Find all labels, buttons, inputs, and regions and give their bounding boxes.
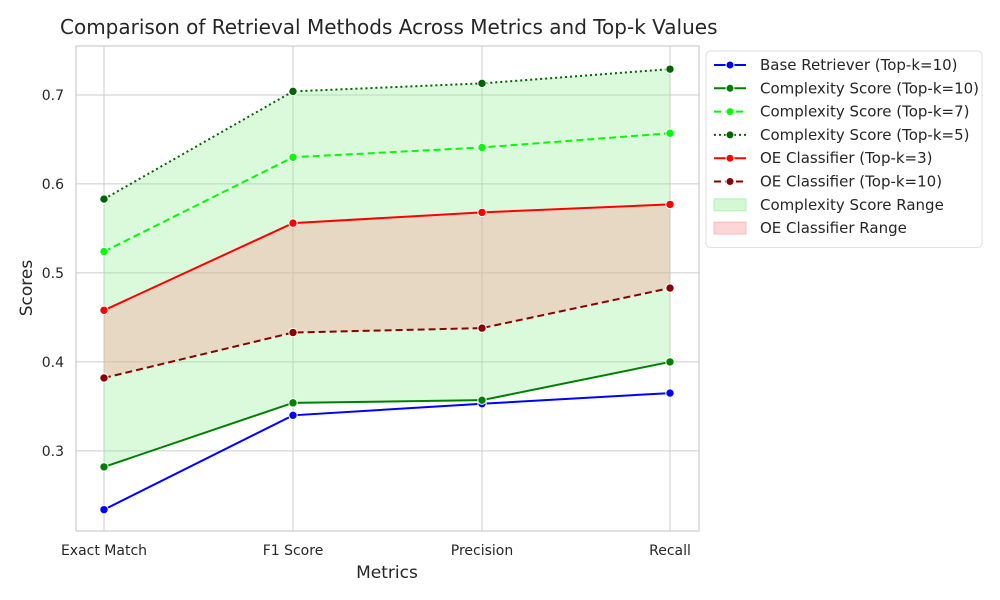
range-fills	[104, 69, 670, 467]
data-point	[288, 410, 298, 421]
range-fill	[104, 204, 670, 378]
data-point	[99, 246, 109, 257]
chart-title: Comparison of Retrieval Methods Across M…	[60, 15, 718, 39]
legend-marker-swatch	[725, 60, 735, 70]
data-point	[288, 398, 298, 408]
series-line	[103, 360, 671, 468]
legend-label: OE Classifier (Top-k=3)	[760, 149, 933, 167]
series-line	[103, 132, 671, 253]
series-lines	[103, 68, 671, 511]
y-tick-label: 0.7	[42, 88, 64, 104]
y-tick-label: 0.6	[42, 177, 64, 193]
data-point	[99, 194, 109, 204]
data-point	[665, 283, 675, 293]
legend-marker-swatch	[725, 83, 735, 93]
data-point	[477, 395, 487, 405]
legend-label: Complexity Score Range	[760, 196, 944, 214]
legend-label: Base Retriever (Top-k=10)	[760, 56, 958, 74]
data-point	[477, 78, 487, 89]
y-tick-label: 0.4	[42, 355, 64, 371]
legend-marker-swatch	[725, 177, 735, 186]
legend-label: Complexity Score (Top-k=7)	[760, 103, 970, 121]
series-line	[103, 392, 671, 511]
legend-marker-swatch	[725, 130, 735, 140]
legend-marker-swatch	[725, 107, 735, 117]
data-point	[288, 152, 298, 162]
y-axis-label: Scores	[17, 260, 37, 317]
plot-frame	[75, 45, 700, 532]
data-point	[99, 373, 109, 383]
legend-fill-swatch	[713, 221, 747, 235]
legend-box	[705, 50, 983, 248]
x-axis-label: Metrics	[356, 563, 418, 583]
legend: Base Retriever (Top-k=10) Complexity Scor…	[705, 50, 983, 248]
series-markers	[99, 64, 675, 515]
x-tick-label: F1 Score	[263, 543, 324, 559]
legend-label: Complexity Score (Top-k=5)	[760, 126, 970, 144]
grid	[76, 46, 699, 531]
data-point	[477, 142, 487, 153]
data-point	[288, 218, 298, 228]
legend-label: Complexity Score (Top-k=10)	[760, 79, 979, 97]
y-tick-label: 0.3	[42, 444, 64, 460]
legend-fill-swatch	[713, 198, 747, 212]
data-point	[665, 357, 675, 367]
data-point	[99, 305, 109, 316]
data-point	[99, 504, 109, 515]
data-point	[665, 128, 675, 138]
legend-label: OE Classifier (Top-k=10)	[760, 173, 942, 191]
data-point	[477, 207, 487, 218]
data-point	[288, 86, 298, 97]
series-line	[103, 203, 671, 312]
data-point	[477, 323, 487, 333]
x-tick-label: Recall	[649, 543, 691, 559]
data-point	[665, 388, 675, 398]
legend-marker-swatch	[725, 153, 735, 163]
tick-labels: Exact Match F1 Score Precision Recall 0.3 0.4…	[42, 88, 691, 559]
legend-label: OE Classifier Range	[760, 219, 907, 237]
y-tick-label: 0.5	[42, 266, 64, 282]
x-tick-label: Precision	[451, 543, 513, 559]
data-point	[665, 199, 675, 210]
data-point	[665, 64, 675, 74]
series-line	[103, 287, 671, 379]
range-fill	[104, 69, 670, 467]
series-line	[103, 68, 671, 200]
x-tick-label: Exact Match	[61, 543, 147, 559]
data-point	[99, 462, 109, 472]
data-point	[288, 327, 298, 338]
